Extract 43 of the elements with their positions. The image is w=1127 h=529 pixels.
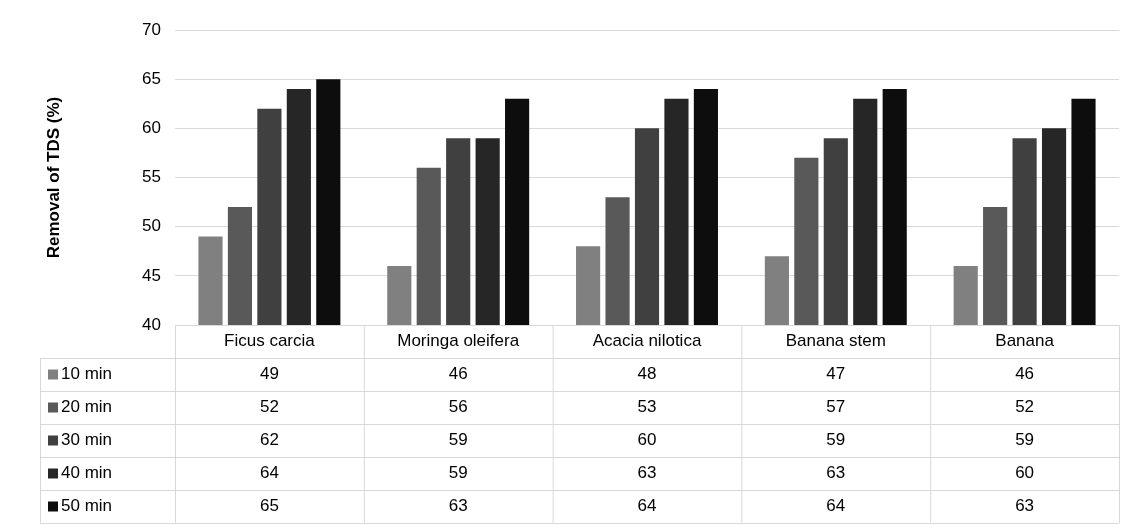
data-label: 60 <box>1015 463 1035 483</box>
data-label: 46 <box>448 364 468 384</box>
data-label: 63 <box>448 496 468 516</box>
x-tick-label: Ficus carcia <box>224 331 316 351</box>
y-tick-label: 65 <box>142 68 161 88</box>
y-axis-title: Removal of TDS (%) <box>43 96 63 259</box>
y-tick-label: 45 <box>142 265 161 285</box>
x-tick-label: Acacia nilotica <box>592 331 702 351</box>
data-label: 59 <box>1015 430 1035 450</box>
data-label: 56 <box>448 397 468 417</box>
data-label: 60 <box>637 430 657 450</box>
data-label: 57 <box>826 397 846 417</box>
data-label: 48 <box>637 364 657 384</box>
data-label: 53 <box>637 397 657 417</box>
x-tick-label: Banana <box>995 331 1055 351</box>
data-label: 47 <box>826 364 846 384</box>
x-tick-label: Banana stem <box>785 331 886 351</box>
x-tick-label: Moringa oleifera <box>397 331 520 351</box>
data-label: 52 <box>1015 397 1035 417</box>
data-label: 64 <box>826 496 846 516</box>
y-tick-label: 70 <box>142 19 161 39</box>
data-label: 65 <box>259 496 279 516</box>
y-tick-label: 50 <box>142 216 161 236</box>
data-label: 59 <box>826 430 846 450</box>
legend-label: 40 min <box>61 463 113 483</box>
data-label: 59 <box>448 430 468 450</box>
y-tick-label: 55 <box>142 167 161 187</box>
data-label: 52 <box>259 397 279 417</box>
data-label: 62 <box>259 430 279 450</box>
legend-label: 20 min <box>61 397 113 417</box>
data-label: 49 <box>259 364 279 384</box>
data-label: 64 <box>637 496 657 516</box>
data-label: 59 <box>448 463 468 483</box>
legend-label: 50 min <box>61 496 113 516</box>
y-tick-label: 40 <box>142 314 161 334</box>
data-label: 64 <box>259 463 279 483</box>
y-tick-label: 60 <box>142 118 161 138</box>
data-label: 63 <box>826 463 846 483</box>
data-label: 46 <box>1015 364 1035 384</box>
data-label: 63 <box>1015 496 1035 516</box>
legend-label: 10 min <box>61 364 113 384</box>
legend-label: 30 min <box>61 430 113 450</box>
data-label: 63 <box>637 463 657 483</box>
